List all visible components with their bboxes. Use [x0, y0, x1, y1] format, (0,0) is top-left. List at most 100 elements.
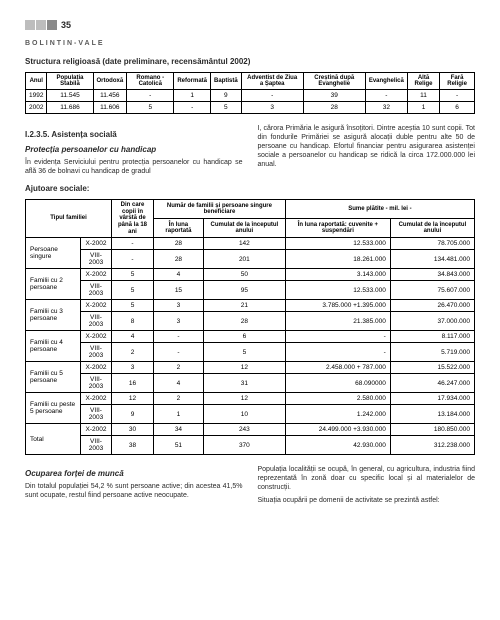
table-cell: 4	[154, 374, 204, 393]
table-cell: 5	[112, 269, 154, 281]
table-cell: 243	[203, 424, 285, 436]
table-row: Familii cu 2 persoaneX-200254503.143.000…	[26, 269, 475, 281]
table-cell: -	[154, 331, 204, 343]
table-cell: -	[285, 343, 390, 362]
table-cell: 9	[112, 405, 154, 424]
table-cell: 15	[154, 281, 204, 300]
table-cell: 6	[440, 102, 475, 114]
table-cell: 9	[211, 90, 242, 102]
table-cell: 11.545	[47, 90, 93, 102]
table-cell: 2002	[26, 102, 47, 114]
table-cell: 32	[365, 102, 407, 114]
table-cell: 1	[154, 405, 204, 424]
table-cell: Familii cu 3 persoane	[26, 300, 81, 331]
table-cell: X-2002	[81, 269, 112, 281]
table-cell: 8	[112, 312, 154, 331]
table-cell: 3	[154, 312, 204, 331]
table-cell: 10	[203, 405, 285, 424]
table-cell: 31	[203, 374, 285, 393]
logo-square	[36, 20, 46, 30]
table-cell: 17.934.000	[390, 393, 474, 405]
table-cell: 37.000.000	[390, 312, 474, 331]
table-row: VIII-2003-2820118.261.000134.481.000	[26, 250, 475, 269]
table-cell: X-2002	[81, 238, 112, 250]
table-cell: 12	[203, 362, 285, 374]
table-cell: X-2002	[81, 424, 112, 436]
body-paragraph: I, cărora Primăria le asigură însoțitori…	[258, 124, 476, 169]
table-cell: 5	[203, 343, 285, 362]
table-cell: -	[285, 331, 390, 343]
table-cell: 39	[303, 90, 365, 102]
table-cell: 28	[303, 102, 365, 114]
table-cell: 1	[174, 90, 211, 102]
table-cell: 312.238.000	[390, 436, 474, 455]
social-aid-table: Tipul familiei Din care copii în vârstă …	[25, 199, 475, 455]
table-cell: 2	[154, 362, 204, 374]
table-cell: 46.247.000	[390, 374, 474, 393]
table-row: Familii cu 4 persoaneX-20024-6-8.117.000	[26, 331, 475, 343]
table-cell: 2.458.000 + 787.000	[285, 362, 390, 374]
table-cell: X-2002	[81, 393, 112, 405]
table-row: TotalX-2002303424324.499.000 +3.930.0001…	[26, 424, 475, 436]
table-cell: 28	[203, 312, 285, 331]
table-cell: 6	[203, 331, 285, 343]
table-cell: 11	[407, 90, 439, 102]
section-title: Structura religioasă (date preliminare, …	[25, 57, 475, 66]
table-cell: 28	[154, 250, 204, 269]
table-cell: 1992	[26, 90, 47, 102]
table-cell: 78.705.000	[390, 238, 474, 250]
table-cell: 38	[112, 436, 154, 455]
table-cell: 3.143.000	[285, 269, 390, 281]
table-row: Familii cu peste 5 persoaneX-2002122122.…	[26, 393, 475, 405]
table-cell: -	[365, 90, 407, 102]
table-header: Din care copii în vârstă de până la 18 a…	[112, 200, 154, 238]
table-cell: VIII-2003	[81, 374, 112, 393]
table-header: Adventist de Ziua a Șaptea	[241, 73, 303, 90]
two-column-block: I.2.3.5. Asistența socială Protecția per…	[25, 124, 475, 176]
table-cell: 12	[203, 393, 285, 405]
table-header: Anul	[26, 73, 47, 90]
table-cell: 24.499.000 +3.930.000	[285, 424, 390, 436]
table-header: În luna raportată: cuvenite + suspendări	[285, 219, 390, 238]
table-header: Evanghelică	[365, 73, 407, 90]
body-paragraph: În evidența Serviciului pentru protecția…	[25, 158, 243, 176]
table-header: Reformată	[174, 73, 211, 90]
table-cell: VIII-2003	[81, 250, 112, 269]
logo	[25, 20, 57, 30]
table-cell: 12	[112, 393, 154, 405]
table-cell: 51	[154, 436, 204, 455]
table-cell: 18.261.000	[285, 250, 390, 269]
table-row: VIII-2003385137042.930.000312.238.000	[26, 436, 475, 455]
table-cell: Familii cu peste 5 persoane	[26, 393, 81, 424]
subsection-heading: Protecția persoanelor cu handicap	[25, 145, 243, 154]
table-cell: Familii cu 5 persoane	[26, 362, 81, 393]
table-cell: 142	[203, 238, 285, 250]
table-cell: VIII-2003	[81, 281, 112, 300]
religion-table: AnulPopulația StabilăOrtodoxăRomano - Ca…	[25, 72, 475, 114]
table-cell: VIII-2003	[81, 343, 112, 362]
table-cell: -	[241, 90, 303, 102]
table-cell: -	[127, 90, 174, 102]
body-paragraph: Din totalul populației 54,2 % sunt perso…	[25, 482, 243, 500]
table-cell: 12.533.000	[285, 238, 390, 250]
table-cell: 5	[211, 102, 242, 114]
table-cell: 8.117.000	[390, 331, 474, 343]
table-cell: 201	[203, 250, 285, 269]
table-row: Familii cu 3 persoaneX-200253213.785.000…	[26, 300, 475, 312]
table-cell: -	[112, 238, 154, 250]
table-cell: 68.090000	[285, 374, 390, 393]
table-header: Romano - Catolică	[127, 73, 174, 90]
body-paragraph: Situația ocupării pe domenii de activita…	[258, 496, 476, 505]
table-cell: 11.456	[93, 90, 127, 102]
table-cell: VIII-2003	[81, 436, 112, 455]
table-cell: 30	[112, 424, 154, 436]
table-cell: 1	[407, 102, 439, 114]
table-header: Tipul familiei	[26, 200, 112, 238]
table-cell: 28	[154, 238, 204, 250]
table-cell: X-2002	[81, 300, 112, 312]
page-number: 35	[61, 20, 71, 30]
table-cell: 21	[203, 300, 285, 312]
logo-square	[47, 20, 57, 30]
section-heading: Ajutoare sociale:	[25, 184, 475, 193]
table-cell: Total	[26, 424, 81, 455]
